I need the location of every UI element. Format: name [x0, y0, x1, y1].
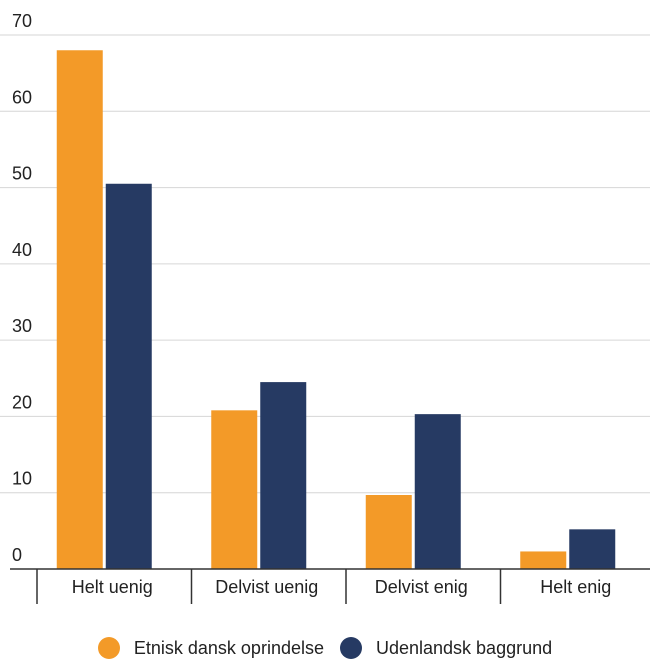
y-tick-label-60: 60	[12, 87, 32, 107]
legend-item-series-1: Udenlandsk baggrund	[339, 637, 553, 659]
legend-swatch-series-0	[97, 637, 120, 659]
bars	[56, 50, 616, 569]
y-tick-label-10: 10	[12, 469, 32, 489]
bar-0-3	[520, 551, 567, 569]
y-tick-label-20: 20	[12, 392, 32, 412]
legend-swatch-series-1	[339, 637, 362, 659]
y-tick-label-50: 50	[12, 164, 32, 184]
legend: Etnisk dansk oprindelse Udenlandsk baggr…	[0, 636, 650, 660]
x-tick-label-3: Helt enig	[540, 577, 611, 597]
bar-0-1	[211, 410, 258, 569]
bar-0-0	[56, 50, 103, 569]
x-tick-label-1: Delvist uenig	[215, 577, 318, 597]
x-axis: Helt uenig Delvist uenig Delvist enig Helt …	[10, 568, 650, 604]
y-axis-tick-labels: 0 10 20 30 40 50 60 70	[12, 11, 32, 565]
x-tick-label-2: Delvist enig	[375, 577, 468, 597]
x-tick-label-0: Helt uenig	[72, 577, 153, 597]
y-tick-label-0: 0	[12, 545, 22, 565]
legend-label-series-1: Udenlandsk baggrund	[375, 637, 553, 658]
bar-1-0	[105, 183, 152, 569]
y-tick-label-30: 30	[12, 316, 32, 336]
bar-0-2	[365, 495, 412, 569]
bar-1-2	[414, 414, 461, 569]
legend-label-series-0: Etnisk dansk oprindelse	[133, 637, 324, 658]
y-tick-label-40: 40	[12, 240, 32, 260]
y-tick-label-70: 70	[12, 11, 32, 31]
bar-1-1	[260, 382, 307, 569]
legend-item-series-0: Etnisk dansk oprindelse	[97, 637, 324, 659]
bar-1-3	[569, 529, 616, 569]
